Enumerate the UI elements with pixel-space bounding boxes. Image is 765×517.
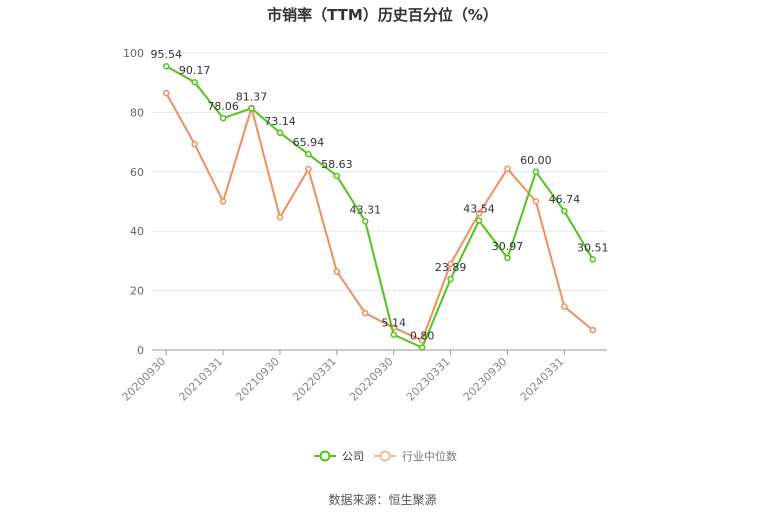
data-label: 60.00	[520, 154, 552, 167]
data-point	[276, 129, 284, 137]
data-point	[333, 268, 341, 275]
data-point	[418, 344, 426, 351]
data-point	[532, 168, 540, 176]
data-label: 5.14	[381, 317, 406, 330]
x-tick-label: 20220930	[347, 355, 396, 404]
data-point	[561, 303, 568, 310]
source-note: 数据来源：恒生聚源	[328, 493, 437, 507]
data-label: 58.63	[321, 158, 353, 171]
data-label: 43.54	[463, 203, 495, 216]
legend: 公司 行业中位数	[314, 449, 457, 463]
data-point	[589, 326, 597, 334]
data-label: 30.97	[492, 240, 524, 253]
x-tick-label: 20220331	[290, 355, 339, 404]
y-tick-label: 100	[123, 47, 144, 60]
data-point	[162, 62, 170, 70]
data-point	[276, 213, 284, 221]
data-point	[362, 218, 369, 225]
data-point	[219, 198, 227, 205]
chart-title: 市销率（TTM）历史百分位（%）	[267, 6, 498, 24]
y-tick-label: 40	[130, 225, 144, 238]
data-point	[589, 256, 597, 263]
data-label: 0.80	[410, 330, 435, 343]
data-label: 78.06	[207, 100, 239, 113]
data-point	[532, 198, 540, 205]
grid-lines	[152, 52, 607, 292]
y-tick-label: 80	[130, 106, 144, 119]
legend-label: 行业中位数	[402, 449, 457, 463]
x-tick-label: 20230930	[461, 355, 510, 404]
data-point	[162, 89, 170, 97]
data-label: 73.14	[264, 115, 296, 128]
data-point	[475, 217, 483, 224]
legend-marker	[379, 450, 391, 462]
data-label: 95.54	[150, 48, 182, 61]
y-tick-label: 60	[130, 166, 144, 179]
series-line-0	[165, 65, 594, 349]
data-point	[248, 105, 255, 112]
series-line-1	[165, 92, 594, 342]
data-point	[305, 150, 312, 158]
data-point	[447, 260, 454, 268]
x-tick-label: 20210331	[176, 355, 225, 404]
legend-label: 公司	[342, 450, 364, 463]
data-point	[504, 254, 511, 262]
x-tick-label: 20210930	[233, 355, 282, 404]
data-label: 23.89	[435, 261, 467, 274]
data-point	[504, 165, 511, 173]
data-label: 90.17	[179, 64, 211, 77]
data-label: 30.51	[577, 241, 609, 254]
x-tick-label: 20200930	[120, 355, 169, 404]
data-point	[362, 309, 369, 317]
data-point	[191, 140, 198, 148]
data-label: 65.94	[293, 136, 325, 149]
x-tick-label: 20240331	[518, 355, 567, 404]
data-point	[219, 114, 227, 122]
data-point	[305, 165, 312, 173]
y-tick-label: 0	[137, 344, 144, 357]
series-lines	[162, 62, 597, 351]
x-tick-label: 20230331	[404, 355, 453, 404]
data-label: 81.37	[236, 90, 268, 103]
data-point	[390, 331, 397, 338]
y-tick-label: 20	[130, 285, 144, 298]
data-label: 43.31	[350, 203, 382, 216]
legend-marker	[319, 450, 331, 462]
data-point	[447, 275, 454, 283]
data-point	[561, 207, 568, 215]
data-label: 46.74	[549, 193, 581, 206]
data-point	[475, 210, 483, 217]
data-point	[191, 78, 198, 86]
data-point	[333, 172, 341, 180]
